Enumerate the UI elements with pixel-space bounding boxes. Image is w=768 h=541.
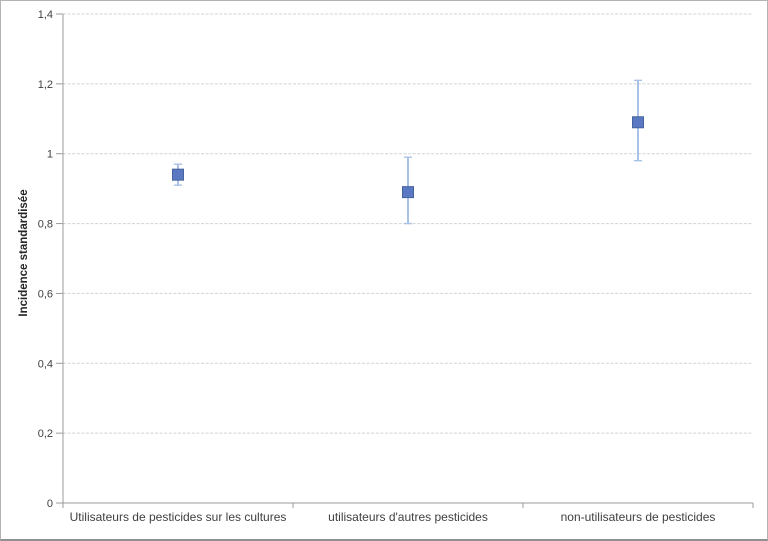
y-tick-label: 0,2: [38, 428, 53, 440]
y-tick-label: 1,4: [38, 9, 53, 21]
y-tick-label: 0,4: [38, 358, 53, 370]
data-series: [172, 79, 644, 225]
category-label: non-utilisateurs de pesticides: [561, 510, 716, 524]
data-point-marker: [172, 168, 184, 181]
data-point-marker: [402, 186, 414, 199]
category-label: utilisateurs d'autres pesticides: [328, 510, 488, 524]
y-axis-title: Incidence standardisée: [18, 189, 30, 316]
y-tick-label: 1,2: [38, 79, 53, 91]
axis-labels: 0 0,2 0,4 0,6 0,8 1 1,2 1,4 Utilisateurs de pest…: [38, 9, 716, 524]
category-label: Utilisateurs de pesticides sur les cultu…: [70, 510, 287, 524]
axes: [56, 13, 754, 508]
y-tick-label: 0: [47, 498, 53, 510]
data-point-marker: [632, 116, 644, 129]
gridlines: [63, 13, 753, 434]
y-tick-label: 0,6: [38, 288, 53, 300]
y-tick-label: 0,8: [38, 219, 53, 231]
y-tick-label: 1: [47, 149, 53, 161]
